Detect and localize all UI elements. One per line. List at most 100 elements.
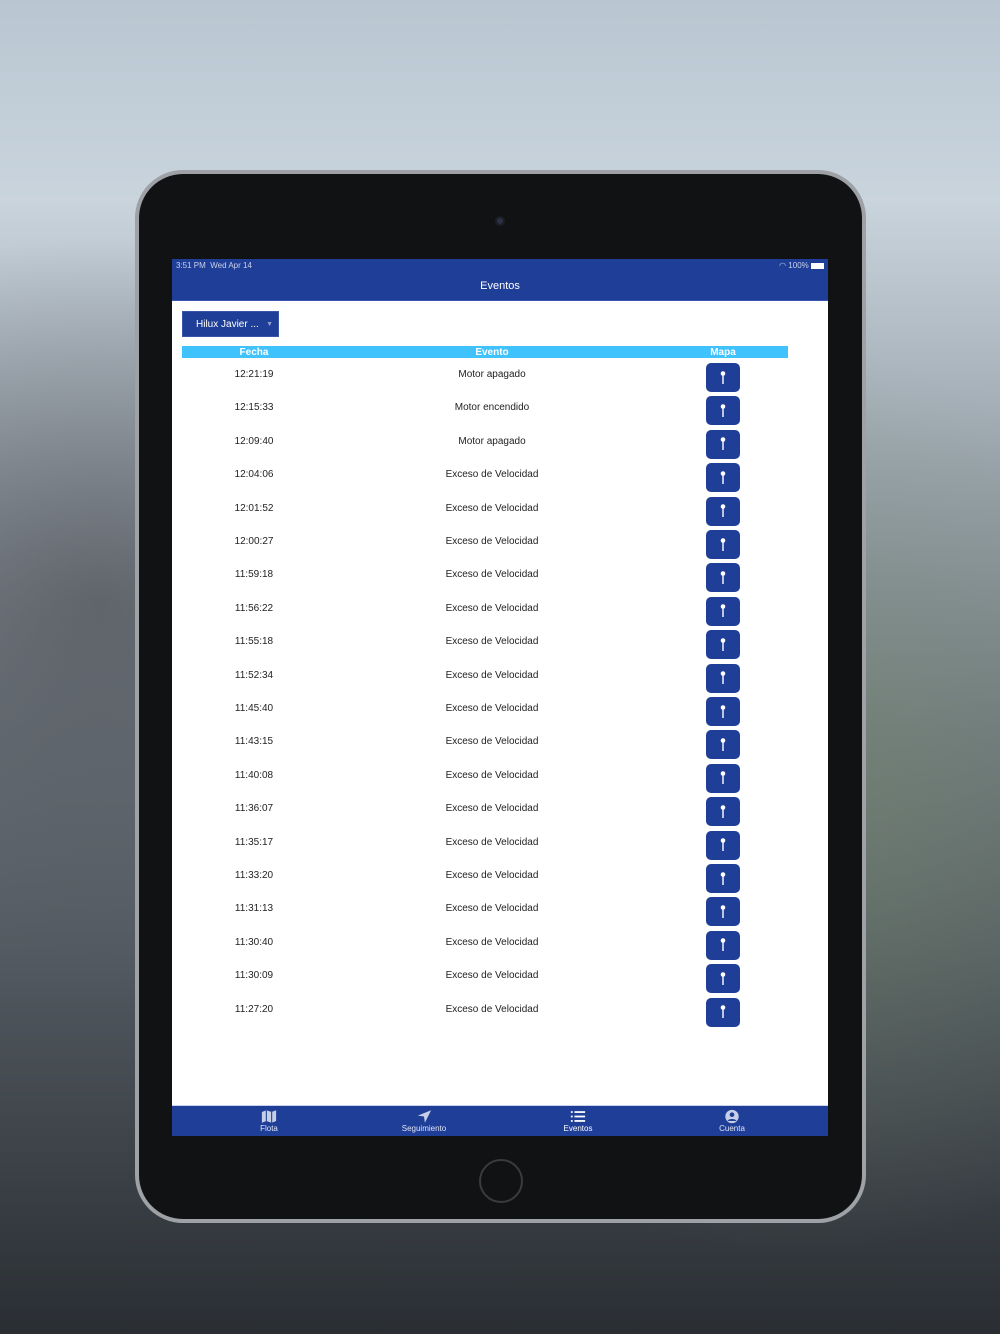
tab-eventos[interactable]: Eventos bbox=[528, 1106, 628, 1136]
tab-cuenta[interactable]: Cuenta bbox=[682, 1106, 782, 1136]
event-name: Exceso de Velocidad bbox=[445, 636, 539, 648]
camera bbox=[495, 216, 505, 226]
map-button[interactable] bbox=[706, 930, 740, 960]
map-button[interactable] bbox=[706, 396, 740, 426]
map-pin-icon bbox=[720, 1005, 726, 1019]
map-button[interactable] bbox=[706, 897, 740, 927]
table-row: 11:31:13 Exceso de Velocidad bbox=[182, 895, 788, 928]
map-button[interactable] bbox=[706, 363, 740, 392]
header-evento: Evento bbox=[475, 347, 509, 358]
event-time: 12:04:06 bbox=[234, 469, 274, 481]
map-button[interactable] bbox=[706, 763, 740, 793]
event-name: Exceso de Velocidad bbox=[445, 602, 539, 614]
event-name: Exceso de Velocidad bbox=[445, 803, 539, 815]
map-pin-icon bbox=[720, 604, 726, 618]
map-pin-icon bbox=[720, 704, 726, 718]
map-button[interactable] bbox=[706, 663, 740, 693]
table-row: 12:09:40 Motor apagado bbox=[182, 428, 788, 461]
tab-label: Flota bbox=[260, 1124, 278, 1133]
event-name: Exceso de Velocidad bbox=[445, 970, 539, 982]
table-row: 12:00:27 Exceso de Velocidad bbox=[182, 528, 788, 561]
map-button[interactable] bbox=[706, 563, 740, 593]
event-time: 11:36:07 bbox=[234, 803, 274, 815]
map-pin-icon bbox=[720, 370, 726, 384]
event-name: Exceso de Velocidad bbox=[445, 669, 539, 681]
caret-down-icon: ▼ bbox=[266, 321, 273, 328]
event-time: 11:30:09 bbox=[234, 970, 274, 982]
map-pin-icon bbox=[720, 637, 726, 651]
event-name: Exceso de Velocidad bbox=[445, 469, 539, 481]
event-name: Exceso de Velocidad bbox=[445, 569, 539, 581]
table-row: 11:40:08 Exceso de Velocidad bbox=[182, 762, 788, 795]
event-name: Exceso de Velocidad bbox=[445, 769, 539, 781]
table-row: 11:33:20 Exceso de Velocidad bbox=[182, 862, 788, 895]
event-time: 11:56:22 bbox=[234, 602, 274, 614]
list-icon bbox=[570, 1111, 586, 1122]
table-row: 11:30:09 Exceso de Velocidad bbox=[182, 962, 788, 995]
table-row: 11:52:34 Exceso de Velocidad bbox=[182, 662, 788, 695]
location-arrow-icon bbox=[417, 1110, 432, 1123]
map-pin-icon bbox=[720, 938, 726, 952]
tab-seguimiento[interactable]: Seguimiento bbox=[374, 1106, 474, 1136]
event-name: Exceso de Velocidad bbox=[445, 1003, 539, 1015]
map-button[interactable] bbox=[706, 730, 740, 760]
battery-icon bbox=[811, 262, 824, 269]
vehicle-picker-value: Hilux Javier ... bbox=[196, 319, 259, 330]
map-button[interactable] bbox=[706, 463, 740, 493]
event-name: Exceso de Velocidad bbox=[445, 903, 539, 915]
event-time: 11:33:20 bbox=[234, 870, 274, 881]
map-button[interactable] bbox=[706, 630, 740, 660]
map-pin-icon bbox=[720, 437, 726, 451]
tab-flota[interactable]: Flota bbox=[219, 1106, 319, 1136]
event-name: Exceso de Velocidad bbox=[445, 502, 539, 514]
status-time: 3:51 PM bbox=[176, 261, 206, 270]
map-pin-icon bbox=[720, 804, 726, 818]
map-pin-icon bbox=[720, 537, 726, 551]
tab-label: Eventos bbox=[563, 1124, 593, 1133]
event-name: Motor encendido bbox=[454, 402, 530, 414]
map-button[interactable] bbox=[706, 864, 740, 893]
event-name: Exceso de Velocidad bbox=[445, 936, 539, 948]
map-pin-icon bbox=[720, 971, 726, 985]
map-pin-icon bbox=[720, 404, 726, 417]
event-time: 11:31:13 bbox=[234, 903, 274, 915]
map-button[interactable] bbox=[706, 830, 740, 860]
app-screen: 3:51 PM Wed Apr 14 ◠ 100% Eventos Hilux … bbox=[172, 259, 828, 1136]
map-button[interactable] bbox=[706, 964, 740, 994]
vehicle-picker[interactable]: Hilux Javier ... ▼ bbox=[182, 311, 279, 337]
event-name: Motor apagado bbox=[458, 369, 526, 380]
table-row: 11:45:40 Exceso de Velocidad bbox=[182, 695, 788, 728]
map-icon bbox=[261, 1110, 277, 1123]
map-button[interactable] bbox=[706, 429, 740, 459]
map-button[interactable] bbox=[706, 997, 740, 1027]
map-pin-icon bbox=[720, 771, 726, 785]
event-time: 11:45:40 bbox=[234, 703, 274, 714]
status-bar: 3:51 PM Wed Apr 14 ◠ 100% bbox=[172, 259, 828, 273]
event-time: 12:01:52 bbox=[234, 502, 274, 514]
event-name: Exceso de Velocidad bbox=[445, 870, 539, 881]
wifi-icon: ◠ bbox=[779, 261, 787, 270]
map-pin-icon bbox=[720, 470, 726, 484]
map-button[interactable] bbox=[706, 596, 740, 626]
map-button[interactable] bbox=[706, 530, 740, 559]
map-button[interactable] bbox=[706, 496, 740, 526]
header-fecha: Fecha bbox=[239, 347, 269, 358]
map-pin-icon bbox=[720, 504, 726, 518]
home-button[interactable] bbox=[479, 1159, 523, 1203]
table-row: 11:35:17 Exceso de Velocidad bbox=[182, 829, 788, 862]
event-name: Exceso de Velocidad bbox=[445, 536, 539, 547]
tab-label: Cuenta bbox=[719, 1124, 745, 1133]
tab-bar: Flota Seguimiento Eventos Cuenta bbox=[172, 1105, 828, 1136]
nav-title: Eventos bbox=[172, 273, 828, 301]
event-time: 11:30:40 bbox=[234, 936, 274, 948]
header-mapa: Mapa bbox=[710, 347, 736, 358]
event-time: 12:00:27 bbox=[234, 536, 274, 547]
battery-text: 100% bbox=[788, 261, 809, 270]
map-button[interactable] bbox=[706, 797, 740, 827]
event-time: 11:43:15 bbox=[234, 736, 274, 748]
table-row: 11:36:07 Exceso de Velocidad bbox=[182, 795, 788, 828]
table-row: 12:04:06 Exceso de Velocidad bbox=[182, 461, 788, 494]
map-button[interactable] bbox=[706, 697, 740, 726]
table-row: 11:30:40 Exceso de Velocidad bbox=[182, 929, 788, 962]
status-date: Wed Apr 14 bbox=[210, 261, 252, 270]
